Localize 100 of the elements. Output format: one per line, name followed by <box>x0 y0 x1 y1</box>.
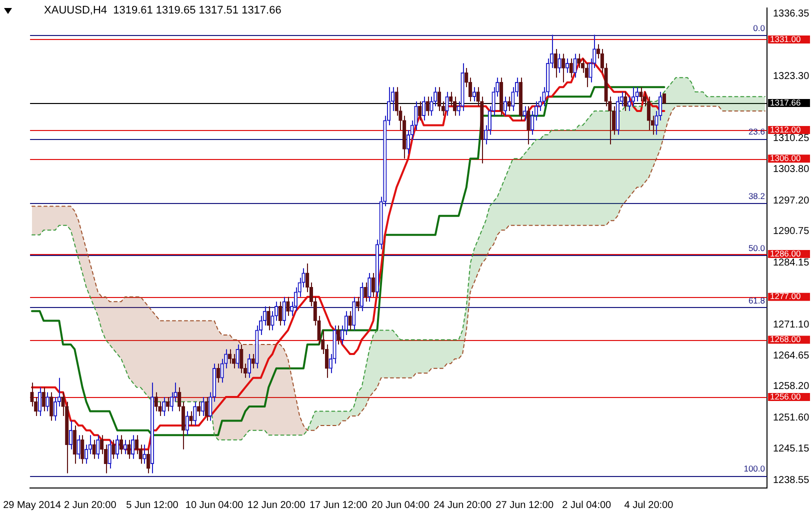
candlestick <box>185 410 189 436</box>
candlestick <box>154 392 158 412</box>
candlestick <box>445 91 449 116</box>
candlestick <box>50 392 54 422</box>
x-tick-label: 10 Jun 04:00 <box>185 500 244 511</box>
annotation: 61.8 <box>748 295 766 306</box>
x-tick-label: 20 Jun 04:00 <box>372 500 430 511</box>
candlestick <box>348 310 352 331</box>
y-tick-label: 1264.65 <box>773 350 810 362</box>
y-tick-label: 1258.20 <box>773 381 810 392</box>
annotation: 38.2 <box>748 191 766 202</box>
annotation: 100.0 <box>744 464 766 474</box>
y-tick-label: 1238.55 <box>773 474 810 486</box>
x-tick-label: 29 May 2014 <box>3 500 62 511</box>
candlestick <box>580 58 585 74</box>
candlestick <box>430 96 434 116</box>
y-tick-label: 1271.10 <box>773 320 810 331</box>
candlestick <box>573 53 577 78</box>
x-tick-label: 2 Jul 04:00 <box>562 500 612 511</box>
candlestick <box>170 392 174 412</box>
ref-line-label: 1317.66 <box>770 97 801 108</box>
candlestick <box>127 439 131 460</box>
candlestick <box>166 396 170 412</box>
x-tick-label: 4 Jul 20:00 <box>624 500 674 511</box>
candlestick <box>274 301 278 322</box>
candlestick <box>631 86 636 107</box>
candlestick <box>394 86 398 116</box>
candlestick <box>368 272 372 302</box>
ref-line-label: 1277.00 <box>770 291 801 302</box>
candlestick <box>624 91 628 112</box>
candlestick <box>270 310 274 331</box>
candlestick <box>196 401 201 417</box>
candlestick <box>189 410 193 426</box>
candlestick <box>146 448 150 474</box>
y-tick-label: 1284.15 <box>773 258 810 269</box>
ref-line-label: 1331.00 <box>770 34 801 44</box>
candlestick <box>84 444 88 464</box>
x-tick-label: 12 Jun 20:00 <box>247 500 306 511</box>
ref-line-label: 1286.00 <box>770 248 801 258</box>
candlestick <box>639 86 643 102</box>
candlestick <box>53 396 58 422</box>
candlestick <box>131 434 135 460</box>
candlestick <box>554 48 558 78</box>
candlestick <box>286 296 290 316</box>
candlestick <box>371 272 376 298</box>
candlestick <box>76 434 80 460</box>
candlestick <box>584 62 588 88</box>
annotation: 0.0 <box>753 22 766 33</box>
candlestick <box>526 106 530 145</box>
candlestick <box>503 96 508 116</box>
candlestick <box>364 282 368 302</box>
candlestick <box>115 434 120 460</box>
candlestick <box>108 439 112 469</box>
ref-line-label: 1268.00 <box>770 334 801 344</box>
candlestick <box>522 106 526 121</box>
y-tick-label: 1303.80 <box>773 164 810 175</box>
candlestick <box>204 396 208 422</box>
candlestick <box>577 53 581 69</box>
candlestick <box>251 354 255 369</box>
y-tick-label: 1297.20 <box>773 195 810 206</box>
candlestick <box>434 86 438 107</box>
candlestick <box>193 401 197 426</box>
candlestick <box>507 96 511 112</box>
y-tick-label: 1245.15 <box>773 443 810 454</box>
candlestick <box>220 358 224 384</box>
y-tick-label: 1310.25 <box>773 133 810 144</box>
candlestick <box>68 420 73 450</box>
candlestick <box>452 96 457 116</box>
candlestick <box>530 110 534 136</box>
x-tick-label: 5 Jun 12:00 <box>126 500 179 511</box>
candlestick <box>236 344 240 369</box>
y-tick-label: 1290.75 <box>773 226 810 238</box>
ref-line-label: 1312.00 <box>770 124 801 134</box>
candlestick <box>112 439 116 460</box>
y-tick-label: 1251.60 <box>773 412 810 424</box>
x-tick-label: 2 Jun 20:00 <box>64 500 117 511</box>
candlestick <box>437 86 442 112</box>
candlestick <box>662 93 666 104</box>
candlestick <box>422 96 426 121</box>
candlestick <box>240 344 244 374</box>
x-tick-label: 27 Jun 12:00 <box>496 500 554 511</box>
x-tick-label: 17 Jun 12:00 <box>309 500 368 511</box>
candlestick <box>278 301 282 326</box>
candlestick <box>426 96 430 116</box>
y-tick-label: 1323.30 <box>773 70 810 82</box>
candlestick <box>123 439 127 455</box>
candlestick <box>228 348 232 364</box>
annotation: 50.0 <box>748 243 766 254</box>
candlestick <box>562 53 566 83</box>
candlestick <box>92 439 96 460</box>
ref-line-label: 1306.00 <box>770 152 801 163</box>
candlestick <box>46 392 50 412</box>
candlestick <box>627 96 632 112</box>
candlestick <box>635 86 639 102</box>
candlestick <box>472 86 476 102</box>
candlestick <box>565 58 570 74</box>
candlestick <box>232 354 236 369</box>
candlestick <box>80 434 84 464</box>
y-tick-label: 1336.35 <box>773 8 810 20</box>
candlestick <box>646 96 651 131</box>
